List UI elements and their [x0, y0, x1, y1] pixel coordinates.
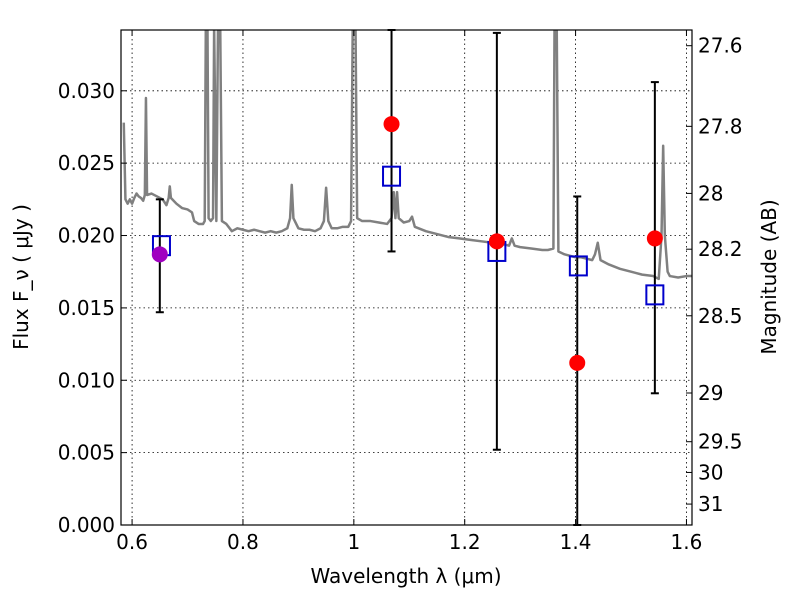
observed-point: [488, 233, 505, 250]
y-tick-label: 0.015: [58, 296, 115, 320]
observed-layer: [151, 116, 663, 371]
plot-frame: [120, 29, 693, 526]
model-point: [568, 255, 588, 277]
x-axis-label: Wavelength λ (μm): [310, 564, 501, 588]
y-tick-label: 0.030: [58, 79, 115, 103]
x-tick-label: 0.8: [227, 530, 259, 554]
y-tick-label: 0.020: [58, 224, 115, 248]
model-point: [382, 165, 402, 187]
grid-layer: [121, 30, 692, 526]
x-tick-label: 1.6: [671, 530, 703, 554]
x-tick-label: 0.6: [116, 530, 148, 554]
errorbar-layer: [155, 29, 659, 526]
y-tick-label: 0.010: [58, 368, 115, 392]
right-tick-label: 27.8: [698, 114, 743, 138]
model-point: [645, 284, 665, 306]
observed-point: [383, 116, 400, 133]
x-tick-label: 1.2: [449, 530, 481, 554]
right-tick-label: 28.5: [698, 304, 743, 328]
right-tick-label: 28: [698, 181, 723, 205]
right-tick-label: 28.2: [698, 237, 743, 261]
observed-point: [569, 354, 586, 371]
right-tick-label: 27.6: [698, 34, 743, 58]
y-axis-label-right: Magnitude (AB): [757, 199, 781, 354]
x-tick-label: 1: [347, 530, 360, 554]
spectrum-line: [122, 30, 692, 281]
right-tick-label: 30: [698, 460, 723, 484]
right-tick-label: 29: [698, 381, 723, 405]
right-tick-label: 29.5: [698, 430, 743, 454]
y-tick-label: 0.005: [58, 441, 115, 465]
spectrum-layer: [122, 30, 692, 281]
y-tick-label: 0.025: [58, 151, 115, 175]
y-axis-label: Flux F_ν ( μJy ): [9, 204, 33, 350]
x-tick-label: 1.4: [560, 530, 592, 554]
observed-point: [646, 230, 663, 247]
y-tick-label: 0.000: [58, 513, 115, 537]
right-tick-label: 31: [698, 492, 723, 516]
tick-layer: 0.6 0.8 1 1.2 1.4 1.6 0.000 0.005 0.010 0.015 0.02…: [58, 30, 743, 554]
observed-point: [151, 246, 168, 263]
